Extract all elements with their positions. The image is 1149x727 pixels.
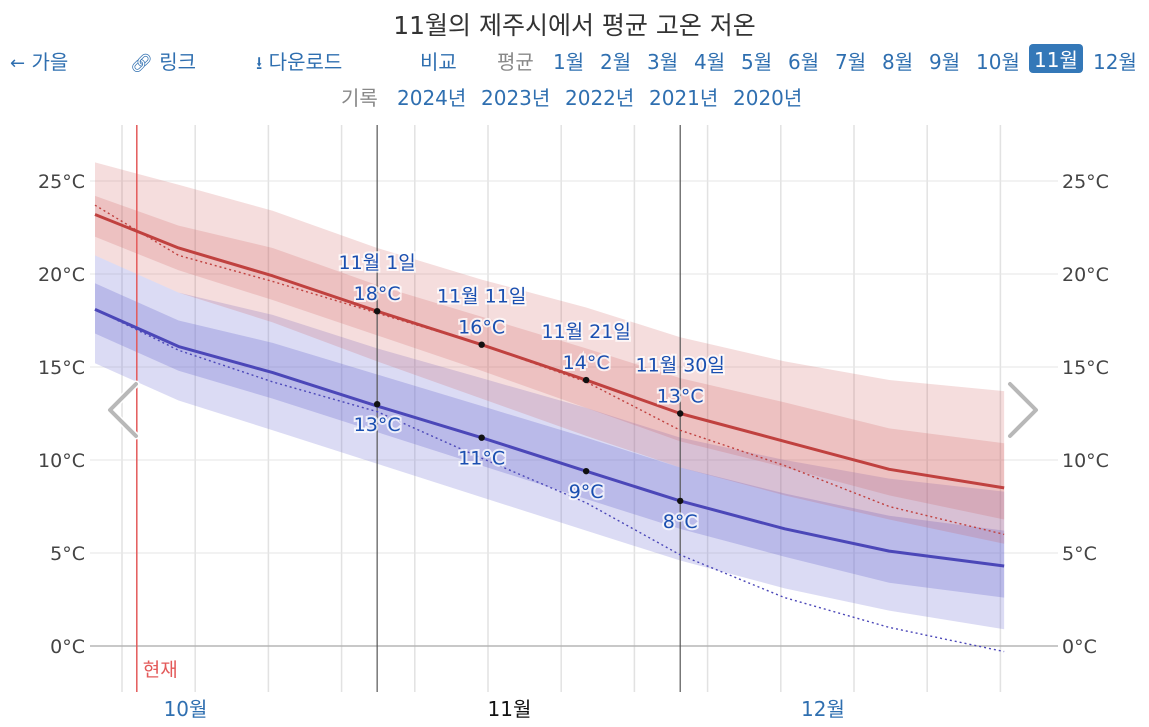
low-point-3	[582, 467, 590, 475]
record-year-2022[interactable]: 2022년	[565, 86, 635, 110]
record-year-2021[interactable]: 2021년	[649, 86, 719, 110]
records-label: 기록	[341, 86, 378, 110]
month-link-2[interactable]: 2월	[600, 50, 632, 74]
y-tick-label-right: 20°C	[1062, 264, 1109, 286]
annotation-date-1: 11월 1일	[339, 252, 416, 274]
download-button[interactable]: ⭳ 다운로드	[256, 46, 342, 81]
annotation-date-3: 11월 21일	[541, 321, 630, 343]
month-link-1[interactable]: 1월	[553, 50, 585, 74]
chevron-left-icon	[106, 380, 140, 440]
month-link-5[interactable]: 5월	[741, 50, 773, 74]
arrow-left-icon: ←	[10, 53, 26, 74]
compare-button[interactable]: 비교	[420, 50, 457, 74]
y-tick-label-right: 15°C	[1062, 357, 1109, 379]
y-tick-label-right: 10°C	[1062, 450, 1109, 472]
page-title: 11월의 제주시에서 평균 고온 저온	[393, 11, 756, 40]
high-band-p10-p90	[95, 162, 1005, 544]
low-average-line	[94, 307, 1005, 568]
high-point-4	[677, 410, 684, 417]
high-year-dotted-line	[94, 204, 1005, 536]
high-point-3	[582, 376, 590, 384]
low-point-2	[478, 434, 485, 441]
now-label: 현재	[143, 659, 178, 681]
y-tick-label-right: 25°C	[1062, 171, 1109, 193]
annotation-date-4: 11월 30일	[636, 355, 725, 377]
month-link-3[interactable]: 3월	[647, 50, 679, 74]
record-year-2023[interactable]: 2023년	[481, 86, 551, 110]
download-label: 다운로드	[268, 50, 343, 74]
high-average-line	[94, 213, 1005, 490]
y-tick-label-right: 0°C	[1062, 636, 1097, 658]
chevron-right-icon	[1006, 380, 1040, 440]
back-label: 가을	[31, 50, 69, 74]
prev-month-arrow[interactable]	[106, 380, 142, 440]
x-month-label-3: 12월	[801, 697, 845, 721]
low-point-1	[373, 401, 381, 408]
record-year-2020[interactable]: 2020년	[733, 86, 803, 110]
low-band-p10-p90	[95, 255, 1005, 630]
record-year-2024[interactable]: 2024년	[397, 86, 467, 110]
y-tick-label-left: 20°C	[38, 264, 85, 286]
annotation-high-3: 14°C	[563, 352, 610, 374]
high-point-1	[373, 308, 381, 315]
low-point-4	[677, 497, 684, 505]
annotation-low-2: 11°C	[458, 448, 505, 470]
month-link-9[interactable]: 9월	[929, 50, 961, 74]
average-label: 평균	[497, 50, 534, 74]
annotation-date-2: 11월 11일	[437, 286, 526, 308]
y-tick-label-left: 0°C	[50, 636, 85, 658]
annotation-low-3: 9°C	[569, 481, 604, 503]
download-icon: ⭳	[256, 53, 263, 74]
month-link-11-active[interactable]: 11월	[1029, 44, 1083, 73]
month-link-7[interactable]: 7월	[835, 50, 867, 74]
month-link-10[interactable]: 10월	[976, 50, 1020, 74]
month-link-4[interactable]: 4월	[694, 50, 726, 74]
annotation-high-2: 16°C	[458, 317, 505, 339]
annotation-high-4: 13°C	[657, 386, 704, 408]
y-tick-label-left: 15°C	[38, 357, 85, 379]
low-band-p25-p75	[95, 283, 1005, 598]
x-month-label-1: 10월	[164, 697, 208, 721]
month-link-6[interactable]: 6월	[788, 50, 820, 74]
y-tick-label-left: 25°C	[38, 171, 85, 193]
annotation-low-1: 13°C	[354, 414, 401, 436]
y-tick-label-left: 10°C	[38, 450, 85, 472]
high-point-2	[478, 341, 485, 348]
link-label: 링크	[159, 50, 197, 74]
link-icon: 🔗︎	[130, 53, 153, 74]
annotation-high-1: 18°C	[354, 283, 401, 305]
x-month-label-2: 11월	[488, 697, 532, 721]
month-link-8[interactable]: 8월	[882, 50, 914, 74]
y-tick-label-left: 5°C	[50, 543, 85, 565]
month-link-12[interactable]: 12월	[1093, 50, 1137, 74]
next-month-arrow[interactable]	[1004, 380, 1040, 440]
link-button[interactable]: 🔗︎ 링크	[130, 46, 196, 75]
back-button[interactable]: ← 가을	[10, 46, 68, 75]
annotation-low-4: 8°C	[663, 511, 698, 533]
y-tick-label-right: 5°C	[1062, 543, 1097, 565]
